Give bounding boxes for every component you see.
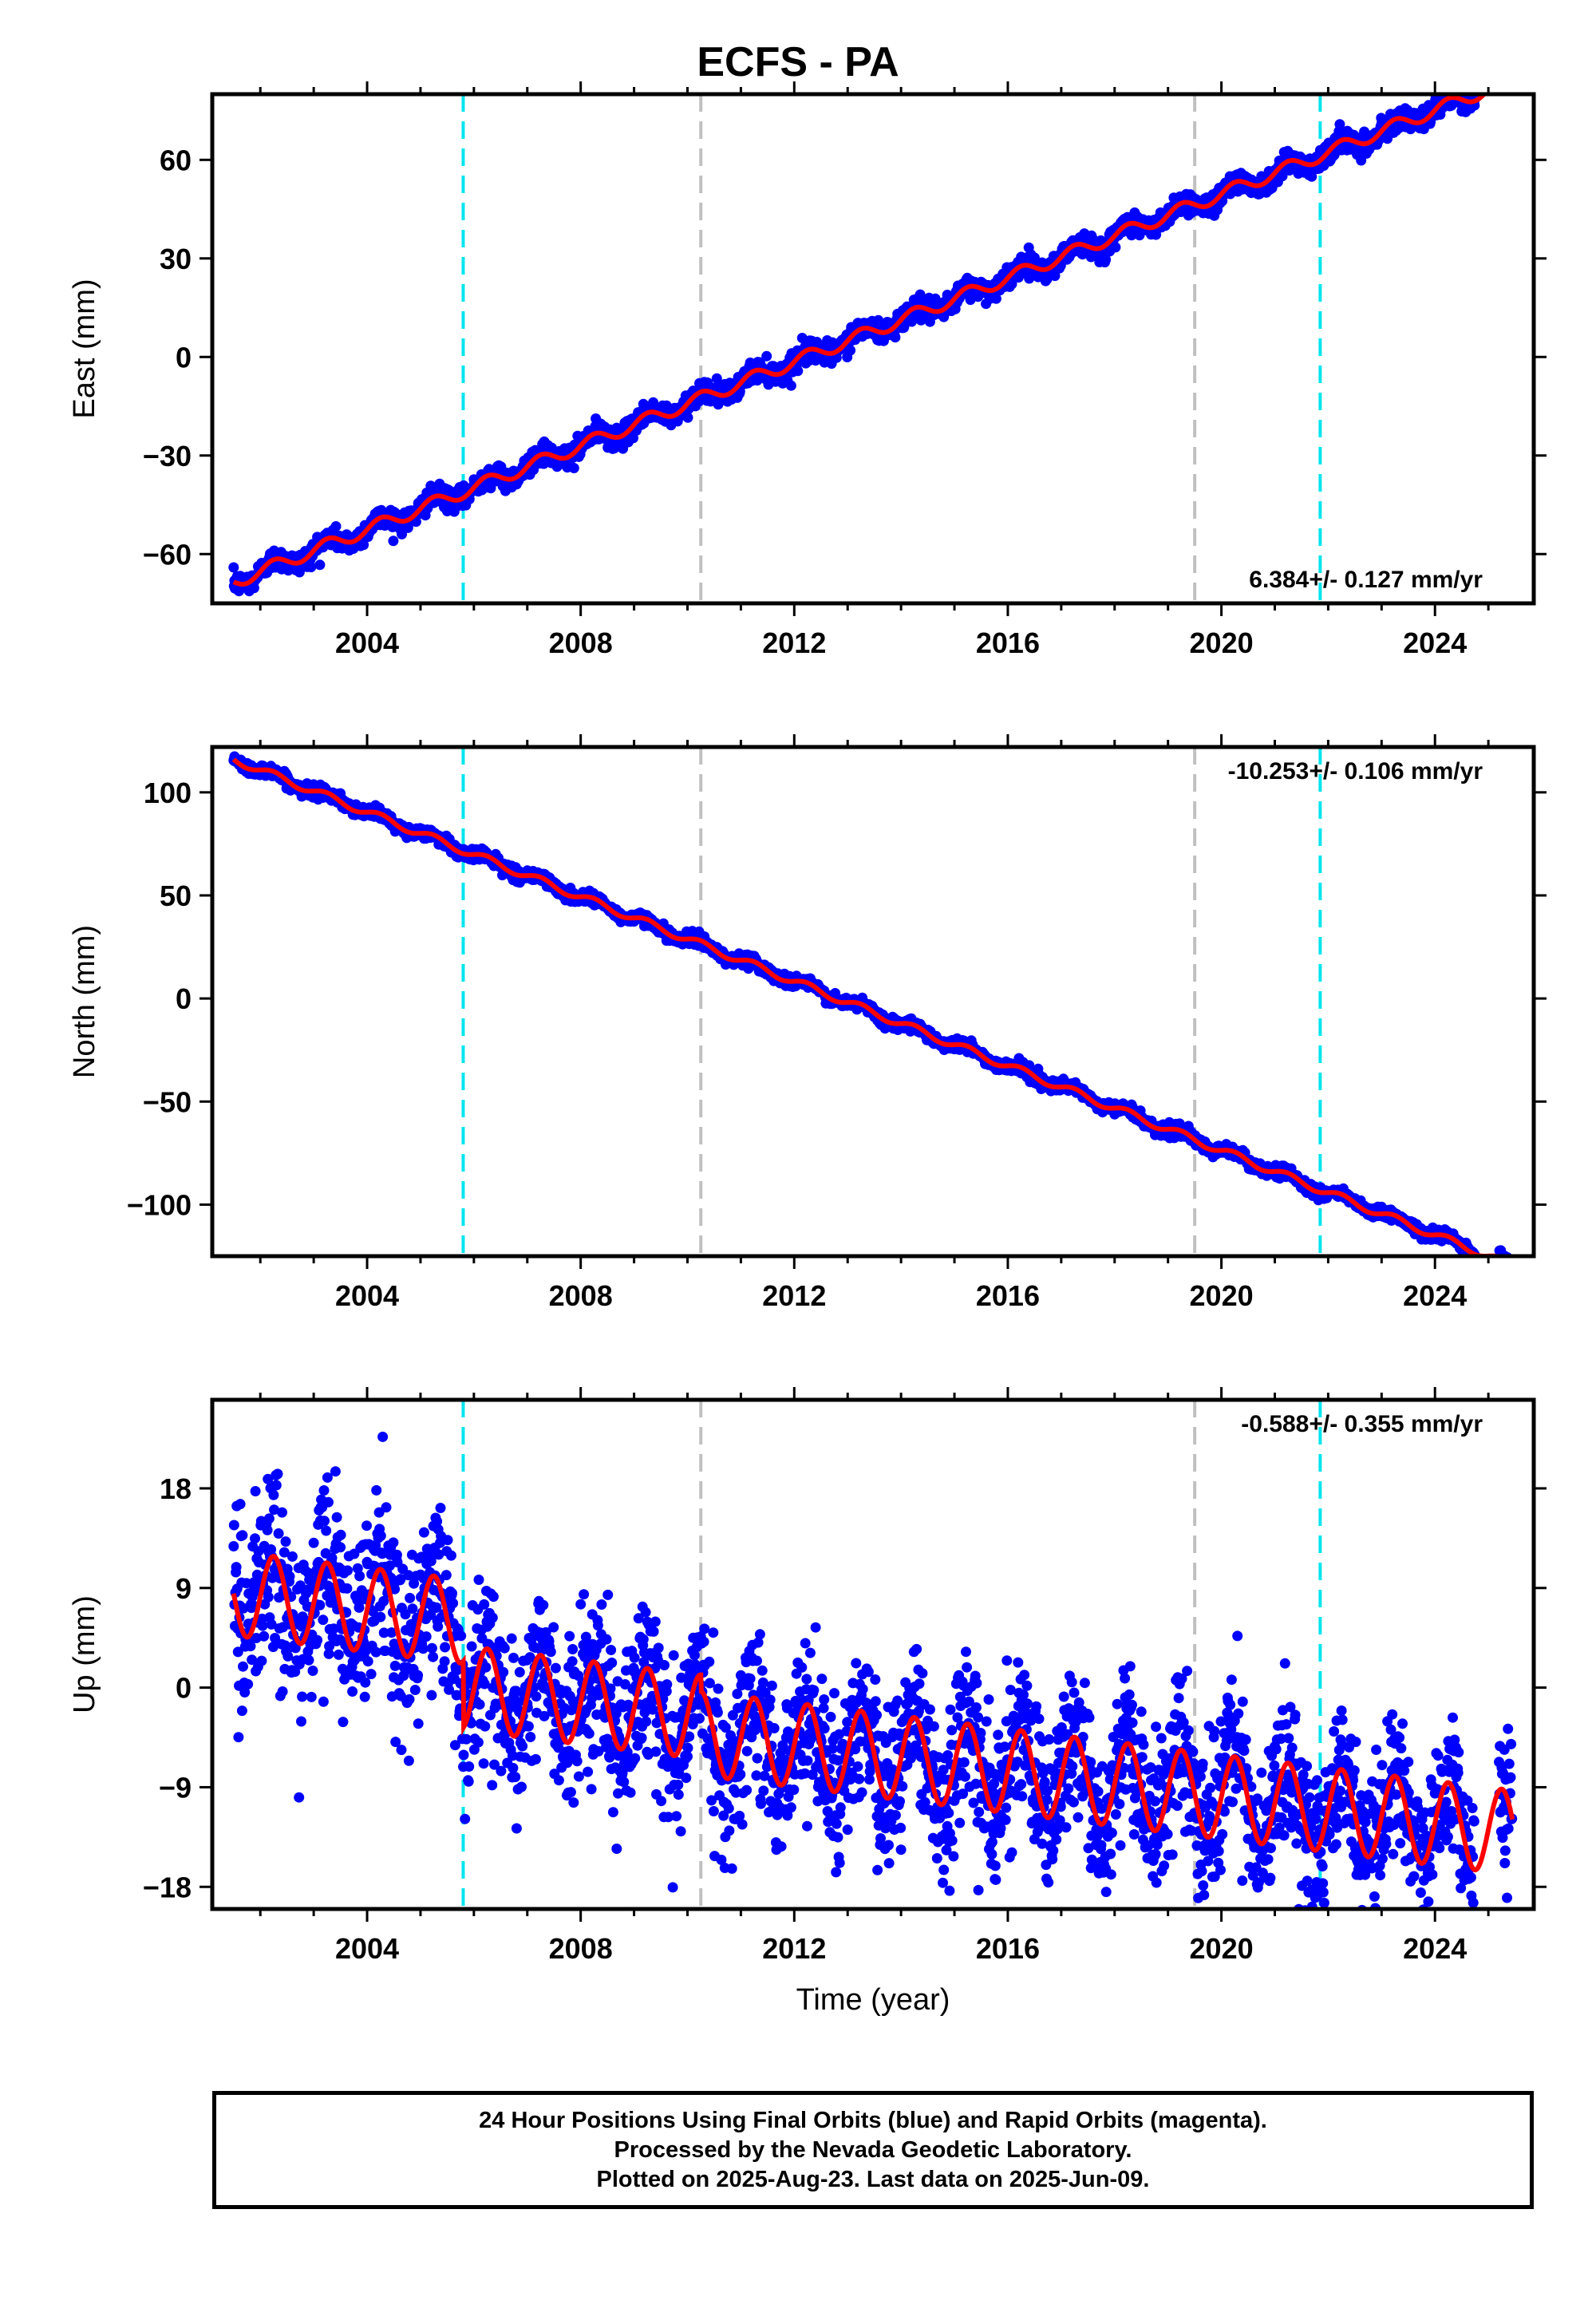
data-point [358, 539, 369, 551]
data-point [388, 536, 399, 547]
y-axis-label: East (mm) [68, 279, 101, 418]
data-point [228, 562, 239, 573]
data-point [1503, 71, 1514, 81]
data-point [1500, 74, 1511, 85]
data-point [1501, 73, 1511, 84]
data-point [1505, 65, 1515, 76]
east-panel: 2004 2008 2012 2016 2020 2024 −60 −30 0 30 60 East … [68, 63, 1547, 659]
data-point [1497, 80, 1507, 90]
data-point [1495, 73, 1505, 83]
data-point [890, 332, 901, 343]
data-point [1503, 70, 1514, 81]
data-point [1506, 69, 1516, 80]
data-point [1495, 82, 1506, 93]
data-point [330, 521, 342, 532]
data-point [568, 463, 579, 473]
x-tick-label: 2016 [976, 626, 1040, 659]
x-tick-label: 2024 [1403, 626, 1467, 659]
x-tick-label: 2008 [549, 626, 613, 659]
data-point [845, 345, 856, 356]
event-lines [461, 747, 1322, 1256]
data-point [1503, 69, 1513, 80]
data-point [248, 583, 259, 594]
data-point [1499, 73, 1509, 83]
data-point [1499, 77, 1509, 88]
data-point [1496, 79, 1507, 89]
data-point [1496, 70, 1507, 81]
y-tick-label: 0 [176, 341, 192, 373]
data-point [682, 412, 693, 423]
data-point [1502, 73, 1512, 84]
data-point [1498, 63, 1508, 73]
data-point [1504, 68, 1515, 78]
data-point [1495, 67, 1506, 77]
x-tick-label: 2004 [335, 626, 399, 659]
x-tick-label: 2020 [1190, 626, 1254, 659]
data-point [711, 373, 722, 384]
data-point [785, 380, 796, 391]
data-point [1503, 75, 1513, 85]
data-point [873, 314, 884, 326]
data-point [1456, 81, 1467, 92]
event-lines [461, 94, 1322, 603]
data-point [1498, 69, 1508, 79]
chart-title: ECFS - PA [697, 39, 899, 85]
data-point [792, 366, 804, 377]
data-point [1442, 83, 1452, 93]
x-tick-label: 2012 [762, 626, 826, 659]
data-point [761, 350, 772, 362]
data-point [1494, 73, 1504, 84]
data-point [1448, 80, 1459, 90]
y-tick-label: 30 [160, 243, 192, 275]
rate-annotation: 6.384+/- 0.127 mm/yr [1249, 567, 1483, 593]
y-tick-label: 60 [160, 144, 192, 176]
data-point [1507, 79, 1517, 89]
data-point [1506, 70, 1516, 81]
data-point [314, 559, 326, 571]
data-point [1507, 64, 1517, 74]
data-point [1110, 242, 1121, 253]
y-tick-label: −60 [143, 538, 192, 571]
data-point [306, 562, 317, 573]
y-tick-label: −30 [143, 440, 192, 472]
data-point [1499, 78, 1510, 89]
data-point [1504, 69, 1515, 80]
data-point [1500, 63, 1511, 73]
data-point [1499, 71, 1510, 81]
north-panel: 2004 2008 2012 2016 2020 2024−100−50050100Nor… [68, 734, 1547, 1312]
